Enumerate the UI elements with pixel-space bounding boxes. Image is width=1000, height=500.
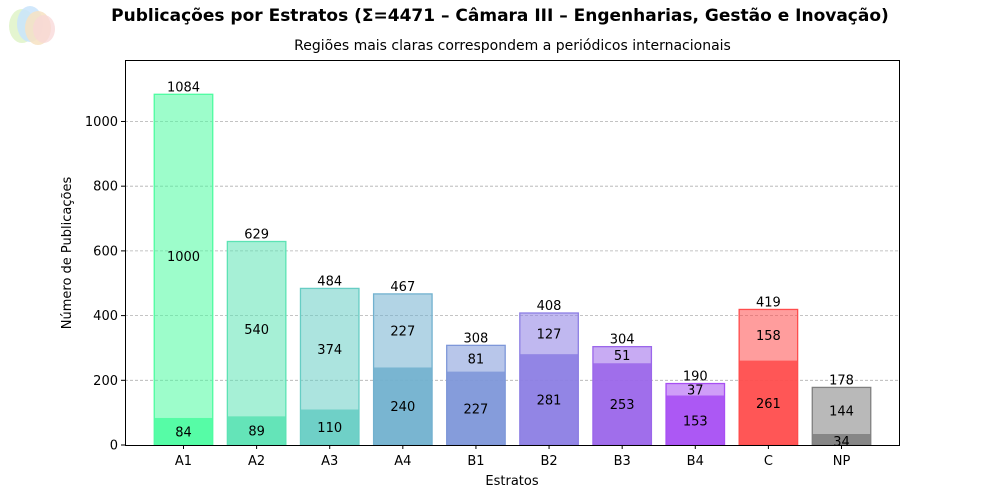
y-axis: 0 200 400 600 800 1000 bbox=[85, 115, 125, 454]
data-label-international: 1000 bbox=[167, 250, 200, 265]
bar-segment-international bbox=[519, 313, 579, 355]
logo bbox=[9, 6, 55, 45]
bar-segment-national bbox=[154, 417, 213, 445]
data-label-total: 190 bbox=[683, 370, 708, 385]
data-label-national: 110 bbox=[317, 421, 342, 436]
bar-segment-international bbox=[373, 293, 433, 368]
x-tick-label: A1 bbox=[175, 454, 192, 469]
data-labels: 84 1000 1084 89 540 629 110 374 484 240 227 467 227 8… bbox=[167, 80, 854, 450]
y-tick-label: 200 bbox=[93, 374, 118, 389]
bar-segment-international bbox=[446, 345, 506, 372]
bar-segment-international bbox=[739, 309, 798, 361]
data-label-national: 253 bbox=[610, 398, 635, 413]
x-tick-label: B4 bbox=[687, 454, 704, 469]
x-tick-label: A4 bbox=[394, 454, 411, 469]
data-label-total: 408 bbox=[537, 299, 562, 314]
data-label-total: 629 bbox=[244, 228, 269, 243]
plot-frame bbox=[125, 60, 900, 446]
x-tick-label: A2 bbox=[248, 454, 265, 469]
data-label-total: 419 bbox=[756, 295, 781, 310]
data-label-international: 227 bbox=[390, 325, 415, 340]
x-tick-label: NP bbox=[833, 454, 851, 469]
bar-segment-national bbox=[227, 416, 286, 445]
data-label-international: 127 bbox=[537, 328, 562, 343]
y-tick-label: 600 bbox=[93, 244, 118, 259]
data-label-total: 484 bbox=[317, 274, 342, 289]
data-label-total: 178 bbox=[829, 373, 854, 388]
bar-segment-international bbox=[812, 387, 871, 434]
data-label-international: 374 bbox=[317, 343, 342, 358]
y-tick-label: 1000 bbox=[85, 115, 118, 130]
data-label-total: 1084 bbox=[167, 80, 200, 95]
data-label-national: 34 bbox=[833, 435, 850, 450]
y-axis-label: Número de Publicações bbox=[60, 177, 75, 330]
data-label-international: 158 bbox=[756, 329, 781, 344]
bar-segment-international bbox=[592, 346, 652, 364]
bar-segment-national bbox=[373, 367, 433, 445]
bar-segment-national bbox=[666, 395, 725, 445]
data-label-international: 51 bbox=[614, 349, 631, 364]
bar-segment-international bbox=[227, 241, 286, 417]
chart-subtitle: Regiões mais claras correspondem a perió… bbox=[294, 38, 731, 54]
data-label-national: 240 bbox=[390, 400, 415, 415]
data-label-international: 144 bbox=[829, 405, 854, 420]
bar-segment-national bbox=[300, 409, 359, 445]
x-tick-label: C bbox=[764, 454, 773, 469]
data-label-international: 37 bbox=[687, 384, 704, 399]
x-tick-label: B3 bbox=[614, 454, 631, 469]
data-label-national: 153 bbox=[683, 414, 708, 429]
x-tick-label: A3 bbox=[321, 454, 338, 469]
x-axis: A1 A2 A3 A4 B1 B2 B3 B4 C NP bbox=[175, 445, 851, 469]
data-label-total: 304 bbox=[610, 333, 635, 348]
bar-segment-national bbox=[812, 434, 871, 445]
data-label-total: 467 bbox=[390, 280, 415, 295]
bar-segment-international bbox=[300, 288, 359, 410]
data-label-international: 81 bbox=[468, 352, 485, 367]
data-label-total: 308 bbox=[464, 331, 489, 346]
data-label-national: 281 bbox=[537, 394, 562, 409]
bar-segment-international bbox=[154, 94, 213, 418]
y-tick-label: 0 bbox=[110, 439, 118, 454]
data-label-national: 227 bbox=[464, 402, 489, 417]
x-tick-label: B2 bbox=[540, 454, 557, 469]
bar-segment-international bbox=[666, 383, 725, 396]
bar-segment-national bbox=[739, 360, 798, 445]
bar-segment-national bbox=[519, 354, 579, 445]
x-tick-label: B1 bbox=[467, 454, 484, 469]
data-label-national: 84 bbox=[175, 425, 192, 440]
x-axis-label: Estratos bbox=[485, 474, 538, 489]
chart-title: Publicações por Estratos (Σ=4471 – Câmar… bbox=[111, 6, 889, 26]
y-tick-label: 400 bbox=[93, 309, 118, 324]
data-label-national: 89 bbox=[248, 425, 265, 440]
data-label-national: 261 bbox=[756, 397, 781, 412]
bars bbox=[153, 93, 872, 446]
data-label-international: 540 bbox=[244, 323, 269, 338]
y-tick-label: 800 bbox=[93, 180, 118, 195]
bar-segment-national bbox=[592, 363, 652, 445]
bar-segment-national bbox=[446, 371, 506, 445]
